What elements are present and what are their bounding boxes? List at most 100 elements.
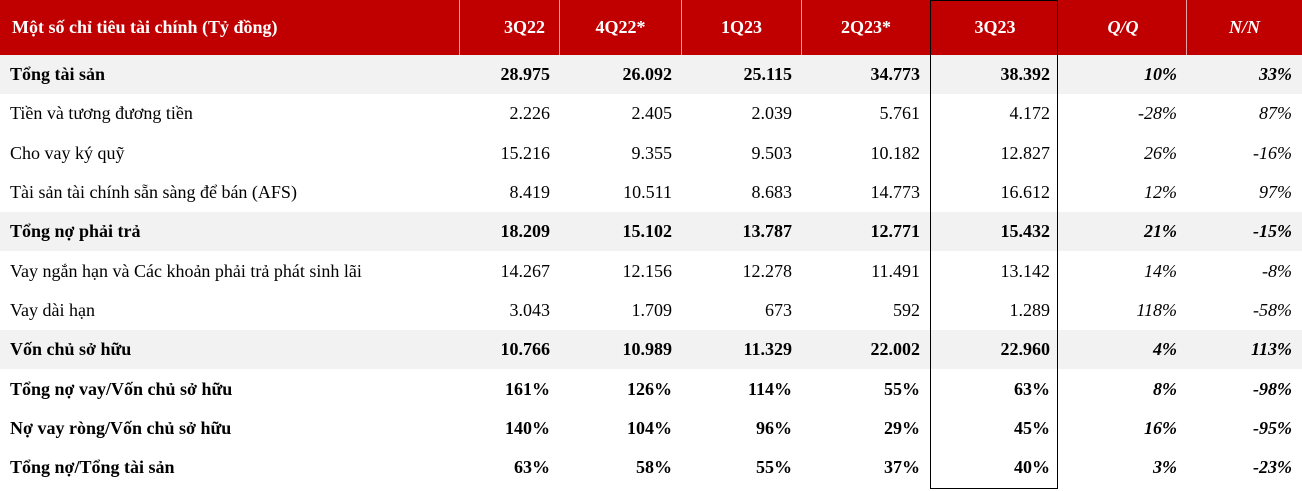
cell-value: 1.709 bbox=[631, 299, 673, 320]
cell-value: 63% bbox=[1014, 378, 1050, 399]
cell-value: 126% bbox=[627, 378, 672, 399]
cell-value: 96% bbox=[756, 417, 792, 438]
row-label: Tiền và tương đương tiền bbox=[10, 103, 193, 124]
cell-qoq: 26% bbox=[1144, 142, 1177, 163]
cell-value: 14.267 bbox=[500, 260, 551, 281]
cell-value: 55% bbox=[884, 378, 920, 399]
cell-value: 11.329 bbox=[743, 339, 792, 360]
cell-value: 140% bbox=[505, 417, 550, 438]
cell-value: 37% bbox=[884, 457, 920, 478]
cell-value: 8.683 bbox=[751, 182, 793, 203]
header-qoq: Q/Q bbox=[1060, 0, 1187, 55]
cell-value: 1.289 bbox=[1009, 299, 1051, 320]
cell-yoy: -23% bbox=[1253, 457, 1292, 478]
cell-value: 12.278 bbox=[742, 260, 793, 281]
cell-value: 38.392 bbox=[1000, 64, 1051, 85]
cell-value: 592 bbox=[893, 299, 920, 320]
cell-value: 28.975 bbox=[500, 64, 551, 85]
table-row: Cho vay ký quỹ 15.216 9.355 9.503 10.182… bbox=[0, 134, 1302, 173]
cell-yoy: 113% bbox=[1250, 339, 1292, 360]
table-row: Nợ vay ròng/Vốn chủ sở hữu 140% 104% 96%… bbox=[0, 409, 1302, 448]
cell-qoq: 3% bbox=[1153, 457, 1177, 478]
cell-value: 63% bbox=[514, 457, 550, 478]
row-label: Vốn chủ sở hữu bbox=[10, 339, 132, 360]
cell-value: 10.766 bbox=[500, 339, 551, 360]
cell-value: 104% bbox=[627, 417, 672, 438]
cell-value: 3.043 bbox=[509, 299, 551, 320]
cell-value: 26.092 bbox=[622, 64, 673, 85]
cell-value: 673 bbox=[765, 299, 792, 320]
cell-value: 12.827 bbox=[1000, 142, 1051, 163]
cell-value: 2.405 bbox=[631, 103, 673, 124]
cell-qoq: -28% bbox=[1138, 103, 1177, 124]
cell-value: 9.355 bbox=[631, 142, 673, 163]
cell-value: 9.503 bbox=[751, 142, 793, 163]
cell-qoq: 8% bbox=[1153, 378, 1177, 399]
cell-value: 14.773 bbox=[870, 182, 921, 203]
header-4q22: 4Q22* bbox=[560, 0, 682, 55]
row-label: Tổng nợ/Tổng tài sản bbox=[10, 457, 175, 478]
cell-yoy: 87% bbox=[1259, 103, 1292, 124]
cell-qoq: 21% bbox=[1144, 221, 1177, 242]
cell-value: 114% bbox=[747, 378, 792, 399]
cell-value: 161% bbox=[505, 378, 550, 399]
cell-value: 58% bbox=[636, 457, 672, 478]
row-label: Tổng nợ vay/Vốn chủ sở hữu bbox=[10, 378, 233, 399]
cell-value: 11.491 bbox=[871, 260, 920, 281]
row-label: Vay dài hạn bbox=[10, 299, 95, 320]
row-label: Nợ vay ròng/Vốn chủ sở hữu bbox=[10, 417, 232, 438]
cell-value: 4.172 bbox=[1009, 103, 1051, 124]
cell-yoy: -58% bbox=[1253, 299, 1292, 320]
header-yoy: N/N bbox=[1229, 17, 1260, 37]
cell-yoy: -15% bbox=[1253, 221, 1292, 242]
table-row: Vay ngắn hạn và Các khoản phải trả phát … bbox=[0, 251, 1302, 290]
table-row: Tổng nợ phải trả 18.209 15.102 13.787 12… bbox=[0, 212, 1302, 252]
cell-value: 25.115 bbox=[743, 64, 792, 85]
cell-value: 29% bbox=[884, 417, 920, 438]
table-header: Một số chỉ tiêu tài chính (Tỷ đồng) 3Q22… bbox=[0, 0, 1302, 55]
cell-yoy: -95% bbox=[1253, 417, 1292, 438]
table-row: Tiền và tương đương tiền 2.226 2.405 2.0… bbox=[0, 94, 1302, 133]
cell-qoq: 14% bbox=[1144, 260, 1177, 281]
table-row: Tổng tài sản 28.975 26.092 25.115 34.773… bbox=[0, 55, 1302, 95]
cell-qoq: 10% bbox=[1144, 64, 1177, 85]
cell-value: 13.787 bbox=[742, 221, 793, 242]
cell-qoq: 12% bbox=[1144, 182, 1177, 203]
table-row: Vốn chủ sở hữu 10.766 10.989 11.329 22.0… bbox=[0, 330, 1302, 370]
cell-value: 8.419 bbox=[509, 182, 551, 203]
header-3q23: 3Q23 bbox=[974, 17, 1016, 37]
cell-value: 22.960 bbox=[1000, 339, 1051, 360]
cell-value: 55% bbox=[756, 457, 792, 478]
cell-value: 12.771 bbox=[870, 221, 921, 242]
cell-yoy: -16% bbox=[1253, 142, 1292, 163]
cell-qoq: 4% bbox=[1153, 339, 1177, 360]
cell-value: 15.216 bbox=[500, 142, 551, 163]
cell-qoq: 16% bbox=[1144, 417, 1177, 438]
cell-value: 34.773 bbox=[870, 64, 921, 85]
cell-value: 22.002 bbox=[870, 339, 921, 360]
cell-value: 40% bbox=[1014, 457, 1050, 478]
cell-value: 15.432 bbox=[1000, 221, 1051, 242]
cell-value: 10.182 bbox=[870, 142, 921, 163]
cell-value: 13.142 bbox=[1000, 260, 1051, 281]
cell-value: 5.761 bbox=[879, 103, 921, 124]
cell-value: 2.039 bbox=[751, 103, 793, 124]
row-label: Tổng nợ phải trả bbox=[10, 221, 141, 242]
cell-yoy: 97% bbox=[1259, 182, 1292, 203]
cell-yoy: 33% bbox=[1259, 64, 1292, 85]
cell-value: 10.989 bbox=[622, 339, 673, 360]
table-row: Tài sản tài chính sẵn sàng để bán (AFS) … bbox=[0, 173, 1302, 212]
cell-yoy: -8% bbox=[1262, 260, 1292, 281]
header-2q23: 2Q23* bbox=[840, 17, 891, 37]
table-row: Tổng nợ/Tổng tài sản 63% 58% 55% 37% 40%… bbox=[0, 448, 1302, 487]
table-row: Tổng nợ vay/Vốn chủ sở hữu 161% 126% 114… bbox=[0, 369, 1302, 408]
header-1q23: 1Q23 bbox=[682, 0, 802, 55]
header-title: Một số chỉ tiêu tài chính (Tỷ đồng) bbox=[0, 0, 460, 55]
cell-value: 18.209 bbox=[500, 221, 551, 242]
row-label: Tổng tài sản bbox=[10, 64, 106, 85]
cell-value: 10.511 bbox=[623, 182, 672, 203]
cell-value: 15.102 bbox=[622, 221, 673, 242]
cell-qoq: 118% bbox=[1136, 299, 1177, 320]
row-label: Cho vay ký quỹ bbox=[10, 142, 125, 163]
